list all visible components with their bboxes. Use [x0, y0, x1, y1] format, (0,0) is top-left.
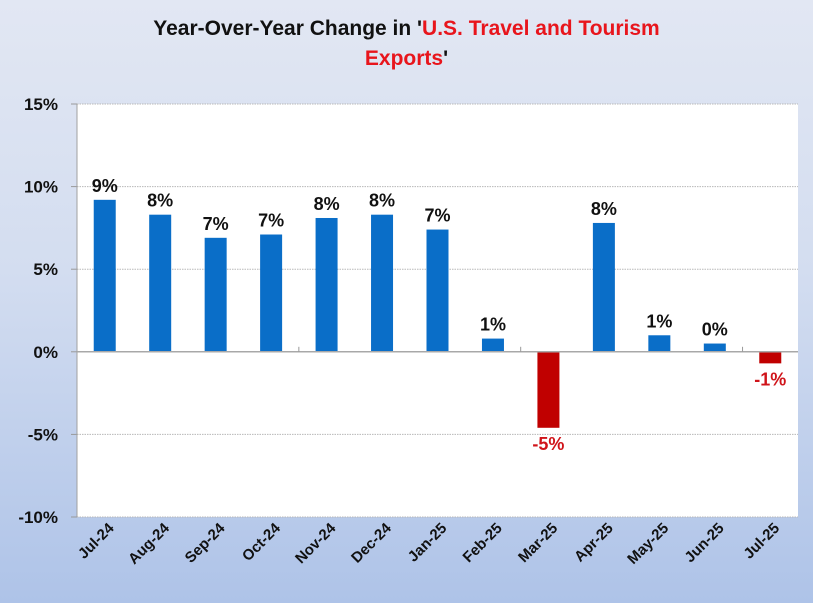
y-tick-label: 0% [33, 343, 58, 362]
gridlines [77, 103, 798, 518]
title-prefix: Year-Over-Year Change in ' [153, 17, 423, 40]
bar-oct-24 [260, 234, 283, 352]
bar-dec-24 [371, 214, 394, 352]
bars [93, 199, 782, 428]
bar-jun-25 [703, 343, 726, 352]
zero-axis [77, 346, 798, 353]
bar-jan-25 [426, 229, 449, 352]
bar-feb-25 [481, 338, 504, 352]
title-highlight-line1: U.S. Travel and Tourism [422, 17, 660, 40]
data-label: -5% [532, 434, 564, 454]
x-tick-label: Aug-24 [125, 519, 173, 567]
data-labels: 9% 8% 7% 7% 8% 8% 7% 1% -5% 8% 1% 0% -1% [92, 176, 787, 454]
x-tick-label: Oct-24 [239, 519, 284, 564]
y-tick-label: 10% [24, 178, 58, 197]
data-label: 8% [369, 191, 395, 211]
x-tick-label: Apr-25 [571, 520, 617, 566]
x-tick-label: Mar-25 [515, 520, 561, 566]
y-tick-label: -5% [28, 425, 58, 444]
y-tick-label: 5% [33, 260, 58, 279]
y-tick-label: -10% [18, 508, 58, 527]
bar-aug-24 [149, 214, 172, 352]
bar-apr-25 [592, 222, 615, 352]
x-tick-label: Jun-25 [681, 520, 727, 566]
x-tick-label: May-25 [624, 520, 672, 568]
data-label: 8% [314, 194, 340, 214]
x-tick-label: Jul-25 [740, 520, 783, 563]
x-tick-label: Jan-25 [405, 520, 451, 566]
data-label: 1% [480, 315, 506, 335]
title-suffix: ' [443, 47, 449, 70]
data-label: 1% [646, 311, 672, 331]
data-label: 7% [258, 211, 284, 231]
data-label: -1% [754, 369, 786, 389]
x-tick-label: Nov-24 [292, 519, 340, 567]
data-label: 0% [702, 320, 728, 340]
data-label: 7% [203, 214, 229, 234]
y-tick-label: 15% [24, 95, 58, 114]
data-label: 9% [92, 176, 118, 196]
data-label: 7% [424, 206, 450, 226]
bar-may-25 [648, 335, 671, 352]
x-tick-label: Dec-24 [348, 519, 395, 566]
bar-mar-25 [537, 351, 560, 428]
x-tick-label: Jul-24 [75, 519, 118, 562]
y-axis: 15% 10% 5% 0% -5% -10% [18, 95, 78, 527]
data-label: 8% [147, 191, 173, 211]
bar-jul-24 [93, 199, 116, 352]
title-highlight-line2: Exports [364, 47, 444, 70]
data-label: 8% [591, 199, 617, 219]
bar-jul-25 [759, 351, 782, 364]
x-tick-label: Sep-24 [182, 519, 229, 566]
bar-sep-24 [204, 237, 227, 352]
x-tick-label: Feb-25 [460, 520, 506, 566]
x-axis: Jul-24 Aug-24 Sep-24 Oct-24 Nov-24 Dec-24 Jan-… [75, 519, 783, 567]
bar-nov-24 [315, 217, 338, 352]
chart-title: Year-Over-Year Change in 'U.S. Travel an… [0, 14, 813, 74]
